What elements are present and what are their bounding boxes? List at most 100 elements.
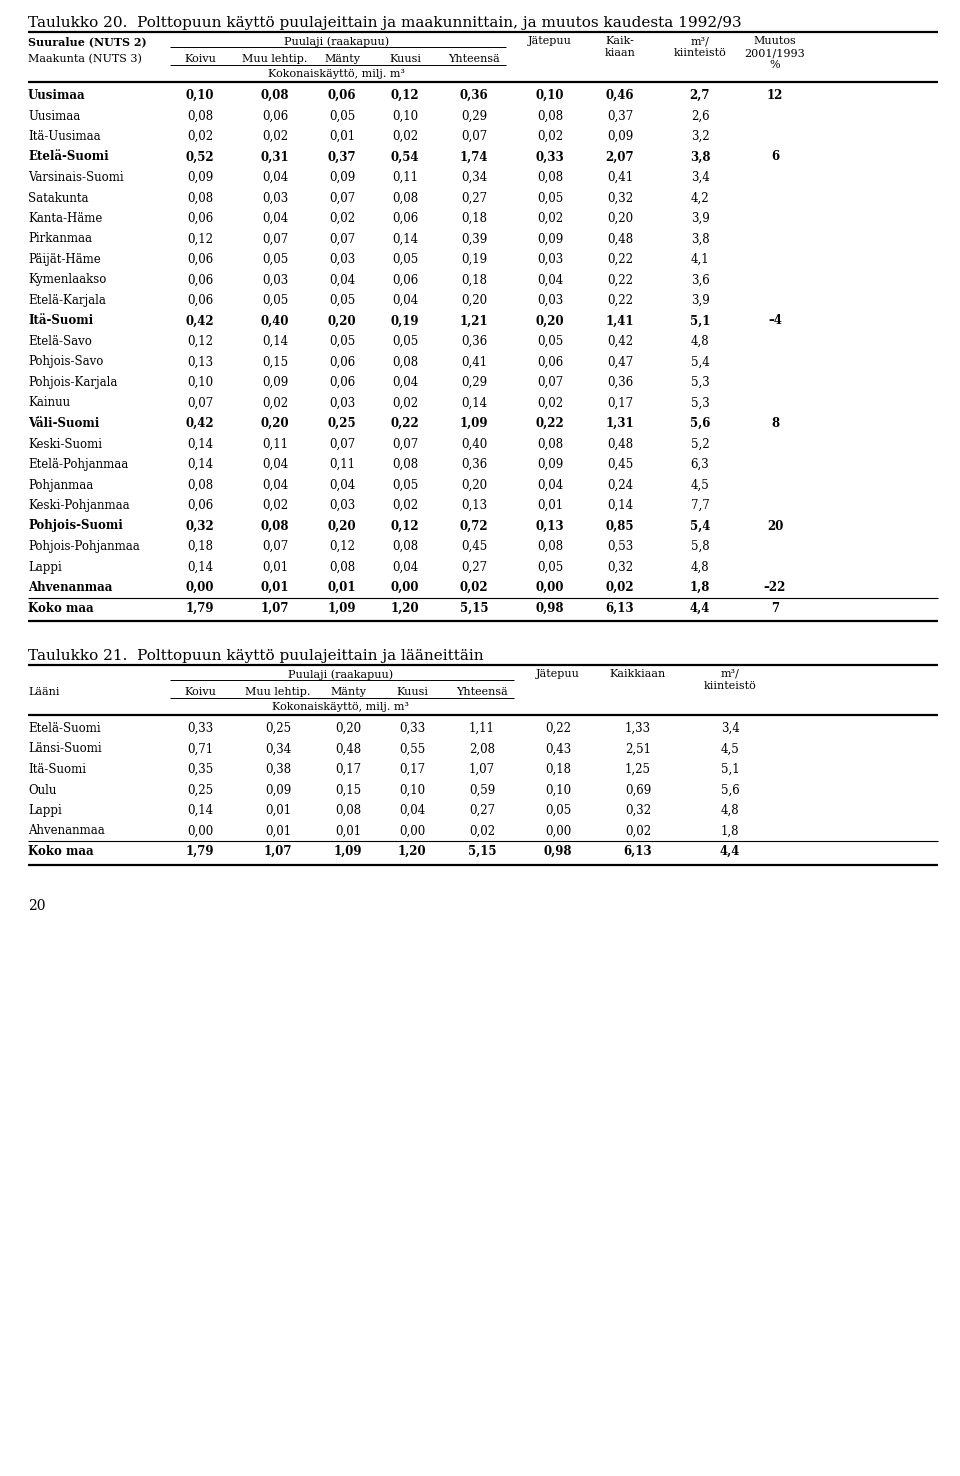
Text: Koivu: Koivu	[184, 686, 216, 697]
Text: 6,3: 6,3	[690, 458, 709, 471]
Text: 0,10: 0,10	[187, 376, 213, 390]
Text: 0,08: 0,08	[392, 540, 418, 554]
Text: 0,05: 0,05	[392, 252, 419, 266]
Text: 0,43: 0,43	[545, 742, 571, 756]
Text: Satakunta: Satakunta	[28, 192, 88, 205]
Text: 0,13: 0,13	[461, 499, 487, 512]
Text: 0,19: 0,19	[461, 252, 487, 266]
Text: Etelä-Suomi: Etelä-Suomi	[28, 722, 101, 735]
Text: 12: 12	[767, 89, 783, 102]
Text: 0,45: 0,45	[461, 540, 487, 554]
Text: 0,08: 0,08	[537, 540, 564, 554]
Text: 1,79: 1,79	[185, 844, 214, 858]
Text: 0,05: 0,05	[329, 294, 355, 307]
Text: 0,34: 0,34	[461, 171, 487, 184]
Text: 0,06: 0,06	[537, 356, 564, 369]
Text: Pirkanmaa: Pirkanmaa	[28, 233, 92, 245]
Text: 0,08: 0,08	[537, 437, 564, 450]
Text: Päijät-Häme: Päijät-Häme	[28, 252, 101, 266]
Text: 0,08: 0,08	[329, 561, 355, 574]
Text: Mänty: Mänty	[324, 55, 360, 63]
Text: 1,20: 1,20	[391, 602, 420, 614]
Text: 6,13: 6,13	[624, 844, 652, 858]
Text: 0,22: 0,22	[545, 722, 571, 735]
Text: 0,02: 0,02	[606, 582, 635, 593]
Text: 0,11: 0,11	[262, 437, 288, 450]
Text: 0,24: 0,24	[607, 478, 633, 492]
Text: 0,33: 0,33	[398, 722, 425, 735]
Text: 0,02: 0,02	[262, 397, 288, 409]
Text: Kuusi: Kuusi	[396, 686, 428, 697]
Text: 1,11: 1,11	[469, 722, 495, 735]
Text: 0,25: 0,25	[265, 722, 291, 735]
Text: 0,10: 0,10	[399, 784, 425, 797]
Text: 0,05: 0,05	[329, 335, 355, 348]
Text: 3,8: 3,8	[690, 233, 709, 245]
Text: 0,03: 0,03	[537, 294, 564, 307]
Text: 3,2: 3,2	[690, 130, 709, 143]
Text: 0,18: 0,18	[545, 763, 571, 776]
Text: Lääni: Lääni	[28, 686, 60, 697]
Text: 0,41: 0,41	[607, 171, 633, 184]
Text: 0,02: 0,02	[625, 825, 651, 837]
Text: 0,72: 0,72	[460, 520, 489, 533]
Text: 0,02: 0,02	[392, 130, 418, 143]
Text: Muu lehtip.: Muu lehtip.	[246, 686, 311, 697]
Text: 5,3: 5,3	[690, 397, 709, 409]
Text: 0,02: 0,02	[329, 213, 355, 224]
Text: 5,6: 5,6	[690, 418, 710, 430]
Text: Kanta-Häme: Kanta-Häme	[28, 213, 103, 224]
Text: 0,17: 0,17	[399, 763, 425, 776]
Text: 1,20: 1,20	[397, 844, 426, 858]
Text: 8: 8	[771, 418, 780, 430]
Text: Ahvenanmaa: Ahvenanmaa	[28, 825, 105, 837]
Text: 0,01: 0,01	[265, 825, 291, 837]
Text: 1,09: 1,09	[334, 844, 362, 858]
Text: 5,1: 5,1	[690, 314, 710, 328]
Text: 0,20: 0,20	[261, 418, 289, 430]
Text: 0,03: 0,03	[329, 252, 355, 266]
Text: 0,36: 0,36	[460, 89, 489, 102]
Text: 0,04: 0,04	[398, 804, 425, 818]
Text: 0,18: 0,18	[461, 213, 487, 224]
Text: 0,22: 0,22	[391, 418, 420, 430]
Text: Mänty: Mänty	[330, 686, 366, 697]
Text: 1,8: 1,8	[721, 825, 739, 837]
Text: 0,13: 0,13	[187, 356, 213, 369]
Text: 1,09: 1,09	[327, 602, 356, 614]
Text: 0,05: 0,05	[329, 109, 355, 123]
Text: 0,12: 0,12	[329, 540, 355, 554]
Text: 0,42: 0,42	[607, 335, 633, 348]
Text: 0,20: 0,20	[327, 314, 356, 328]
Text: 0,36: 0,36	[461, 335, 487, 348]
Text: 0,07: 0,07	[187, 397, 213, 409]
Text: 1,09: 1,09	[460, 418, 489, 430]
Text: 0,06: 0,06	[187, 273, 213, 286]
Text: 0,09: 0,09	[329, 171, 355, 184]
Text: 6: 6	[771, 151, 780, 164]
Text: Pohjois-Karjala: Pohjois-Karjala	[28, 376, 117, 390]
Text: 0,07: 0,07	[329, 192, 355, 205]
Text: Itä-Uusimaa: Itä-Uusimaa	[28, 130, 101, 143]
Text: 0,32: 0,32	[607, 561, 633, 574]
Text: 0,01: 0,01	[335, 825, 361, 837]
Text: 0,29: 0,29	[461, 109, 487, 123]
Text: 0,37: 0,37	[327, 151, 356, 164]
Text: 0,04: 0,04	[537, 478, 564, 492]
Text: 1,21: 1,21	[460, 314, 489, 328]
Text: 4,2: 4,2	[690, 192, 709, 205]
Text: 1,07: 1,07	[468, 763, 495, 776]
Text: 1,8: 1,8	[690, 582, 710, 593]
Text: Pohjois-Pohjanmaa: Pohjois-Pohjanmaa	[28, 540, 140, 554]
Text: 1,07: 1,07	[264, 844, 292, 858]
Text: 0,02: 0,02	[262, 499, 288, 512]
Text: 0,07: 0,07	[329, 437, 355, 450]
Text: 5,1: 5,1	[721, 763, 739, 776]
Text: 0,02: 0,02	[262, 130, 288, 143]
Text: Varsinais-Suomi: Varsinais-Suomi	[28, 171, 124, 184]
Text: 3,6: 3,6	[690, 273, 709, 286]
Text: 0,08: 0,08	[537, 109, 564, 123]
Text: 0,25: 0,25	[187, 784, 213, 797]
Text: 0,12: 0,12	[187, 335, 213, 348]
Text: 0,09: 0,09	[187, 171, 213, 184]
